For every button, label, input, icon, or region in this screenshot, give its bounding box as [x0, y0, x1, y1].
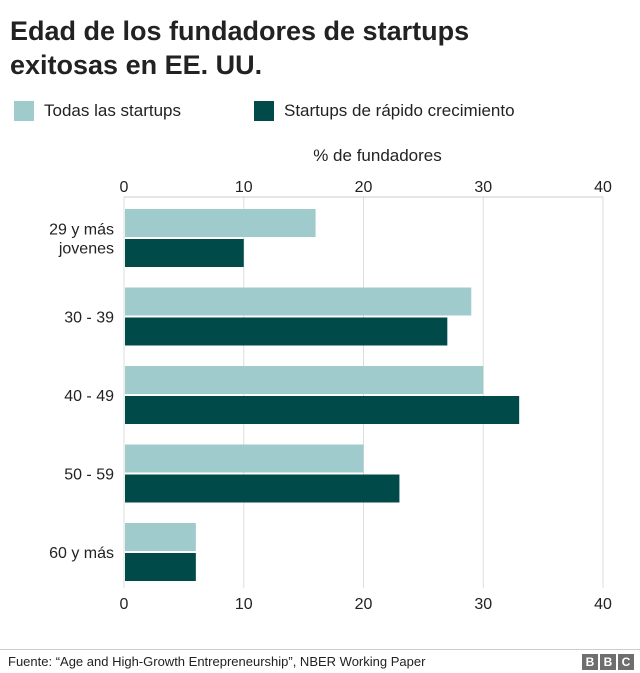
x-tick-top-30: 30	[474, 179, 492, 196]
chart-title-line-1: Edad de los fundadores de startups	[10, 16, 470, 46]
category-label-0-line-2: jovenes	[58, 241, 114, 258]
bbc-logo-letter-2: B	[600, 654, 616, 670]
bar-fast-0	[125, 239, 244, 267]
bbc-logo: B B C	[582, 654, 634, 670]
legend-label-all-startups: Todas las startups	[44, 101, 182, 120]
bar-all-3	[125, 444, 364, 473]
chart-title-line-2: exitosas en EE. UU.	[10, 50, 263, 80]
legend-swatch-fast-growth	[254, 101, 274, 121]
category-label-1: 30 - 39	[64, 310, 114, 327]
category-label-2: 40 - 49	[64, 388, 114, 405]
bar-all-1	[125, 287, 472, 316]
bbc-logo-letter-1: B	[582, 654, 598, 670]
bar-all-4	[125, 523, 196, 551]
legend-swatch-all-startups	[14, 101, 34, 121]
x-tick-bottom-20: 20	[355, 596, 373, 613]
category-label-3: 50 - 59	[64, 467, 114, 484]
bar-fast-1	[125, 317, 448, 346]
bar-fast-3	[125, 474, 400, 503]
bar-chart: % de fundadores 0 0 10 10 20 20 30 30 40 40 29 y má…	[49, 146, 612, 613]
x-tick-top-10: 10	[235, 179, 253, 196]
source-note: Fuente: “Age and High-Growth Entrepreneu…	[8, 654, 426, 669]
footer-divider	[0, 649, 640, 650]
legend-item-all-startups: Todas las startups	[14, 98, 181, 124]
bar-all-2	[125, 366, 484, 394]
legend-label-fast-growth: Startups de rápido crecimiento	[284, 101, 515, 120]
x-tick-bottom-0: 0	[120, 596, 129, 613]
x-axis-title: % de fundadores	[313, 146, 442, 165]
x-tick-top-0: 0	[120, 179, 129, 196]
chart-legend: Todas las startups Startups de rápido cr…	[0, 98, 640, 124]
x-tick-top-20: 20	[355, 179, 373, 196]
x-tick-bottom-40: 40	[594, 596, 612, 613]
category-label-4: 60 y más	[49, 545, 114, 562]
category-label-0-line-1: 29 y más	[49, 222, 114, 239]
bbc-logo-letter-3: C	[618, 654, 634, 670]
bar-fast-2	[125, 396, 520, 424]
x-tick-bottom-30: 30	[474, 596, 492, 613]
legend-item-fast-growth: Startups de rápido crecimiento	[254, 98, 515, 124]
bar-all-0	[125, 209, 316, 237]
chart-title: Edad de los fundadores de startups exito…	[10, 14, 630, 82]
bar-fast-4	[125, 553, 196, 581]
x-tick-top-40: 40	[594, 179, 612, 196]
x-tick-bottom-10: 10	[235, 596, 253, 613]
